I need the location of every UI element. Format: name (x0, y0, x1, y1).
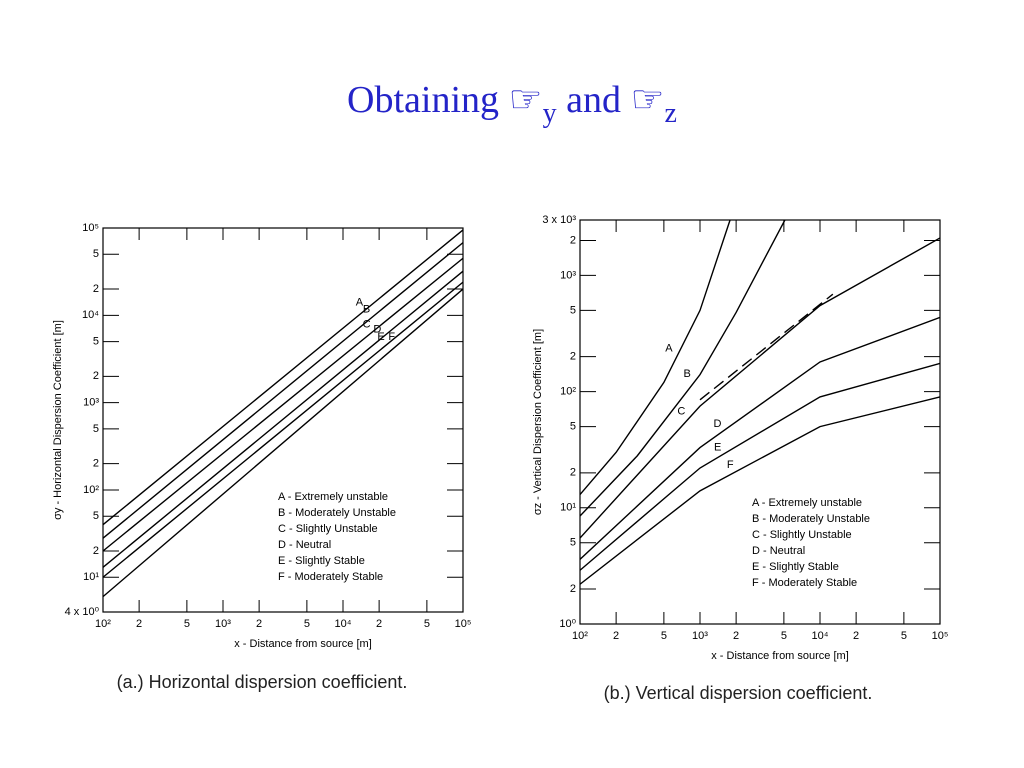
y-tick-label: 2 (570, 467, 576, 479)
x-tick-label: 2 (733, 630, 739, 642)
y-tick-label: 10³ (83, 397, 99, 409)
legend-entry: A - Extremely unstable (752, 497, 862, 509)
legend-entry: B - Moderately Unstable (278, 507, 396, 519)
legend-entry: E - Slightly Stable (278, 555, 365, 567)
y-tick-label: 2 (93, 370, 99, 382)
legend-entry: C - Slightly Unstable (752, 529, 852, 541)
curve (580, 220, 731, 496)
title-part: and ☞ (557, 79, 665, 121)
y-tick-label: 5 (93, 510, 99, 522)
curve-label: C (363, 318, 371, 330)
y-tick-label: 10⁵ (82, 222, 99, 234)
curve-label: E (714, 442, 721, 454)
x-tick-label: 2 (256, 618, 262, 630)
x-tick-label: 10² (95, 618, 111, 630)
y-tick-label: 2 (93, 283, 99, 295)
legend-entry: D - Neutral (278, 539, 331, 551)
curve (580, 316, 940, 560)
y-tick-label: 2 (570, 351, 576, 363)
curve (580, 396, 940, 585)
curve (103, 242, 463, 539)
y-tick-label: 5 (570, 537, 576, 549)
y-tick-label: 5 (93, 248, 99, 260)
x-tick-label: 5 (781, 630, 787, 642)
curve-label: D (713, 418, 721, 430)
y-tick-label: 2 (93, 458, 99, 470)
title-part: Obtaining ☞ (347, 79, 543, 121)
x-tick-label: 2 (376, 618, 382, 630)
curve-label: A (356, 296, 364, 308)
y-tick-label: 10³ (560, 269, 576, 281)
y-tick-label: 2 (93, 545, 99, 557)
legend-entry: D - Neutral (752, 545, 805, 557)
x-tick-label: 5 (184, 618, 190, 630)
legend-entry: F - Moderately Stable (278, 571, 383, 583)
x-axis-label: x - Distance from source [m] (711, 650, 849, 662)
curve-label: B (363, 303, 370, 315)
x-tick-label: 5 (424, 618, 430, 630)
caption: (a.) Horizontal dispersion coefficient. (117, 672, 408, 692)
y-tick-label: 3 x 10³ (542, 214, 576, 226)
curve (103, 257, 463, 552)
y-tick-label: 5 (570, 304, 576, 316)
x-tick-label: 5 (661, 630, 667, 642)
x-axis-label: x - Distance from source [m] (234, 638, 372, 650)
curve-label: A (665, 342, 673, 354)
curve (580, 237, 940, 539)
x-tick-label: 10⁴ (335, 618, 352, 630)
y-tick-label: 4 x 10⁰ (65, 606, 100, 618)
title-sub: y (543, 98, 557, 129)
plot-frame (579, 219, 941, 625)
y-tick-label: 10¹ (560, 502, 576, 514)
y-tick-label: 10² (560, 386, 576, 398)
curve (699, 293, 834, 401)
x-tick-label: 2 (136, 618, 142, 630)
x-tick-label: 10² (572, 630, 588, 642)
plot-frame (102, 227, 464, 613)
x-tick-label: 10⁵ (455, 618, 472, 630)
y-tick-label: 5 (93, 336, 99, 348)
curve (103, 270, 463, 568)
slide-title: Obtaining ☞y and ☞z (347, 79, 677, 129)
y-tick-label: 5 (570, 421, 576, 433)
x-tick-label: 5 (304, 618, 310, 630)
curve-label: F (727, 459, 734, 471)
curve (580, 220, 786, 517)
x-tick-label: 10³ (215, 618, 231, 630)
y-axis-label: σz - Vertical Dispersion Coefficient [m] (532, 329, 544, 515)
x-tick-label: 10⁴ (812, 630, 829, 642)
title-sub: z (665, 98, 677, 129)
x-tick-label: 10⁵ (932, 630, 949, 642)
curve-label: E (377, 331, 384, 343)
legend-entry: A - Extremely unstable (278, 491, 388, 503)
legend-entry: F - Moderately Stable (752, 577, 857, 589)
curve-label: F (388, 331, 395, 343)
x-tick-label: 5 (901, 630, 907, 642)
x-tick-label: 2 (613, 630, 619, 642)
legend-entry: C - Slightly Unstable (278, 523, 378, 535)
curve (580, 362, 940, 571)
x-tick-label: 10³ (692, 630, 708, 642)
caption: (b.) Vertical dispersion coefficient. (604, 683, 873, 703)
y-tick-label: 10² (83, 484, 99, 496)
y-tick-label: 2 (570, 583, 576, 595)
legend-entry: E - Slightly Stable (752, 561, 839, 573)
x-tick-label: 2 (853, 630, 859, 642)
legend-entry: B - Moderately Unstable (752, 513, 870, 525)
curve-label: B (684, 368, 691, 380)
y-tick-label: 10⁴ (82, 309, 99, 321)
curve-label: D (373, 323, 381, 335)
curve (103, 281, 463, 578)
y-tick-label: 10⁰ (559, 618, 576, 630)
y-tick-label: 10¹ (83, 571, 99, 583)
curve-label: C (677, 406, 685, 418)
curve (103, 288, 463, 598)
curve (103, 229, 463, 526)
y-axis-label: σy - Horizontal Dispersion Coefficient [… (52, 320, 64, 520)
y-tick-label: 5 (93, 423, 99, 435)
y-tick-label: 2 (570, 234, 576, 246)
